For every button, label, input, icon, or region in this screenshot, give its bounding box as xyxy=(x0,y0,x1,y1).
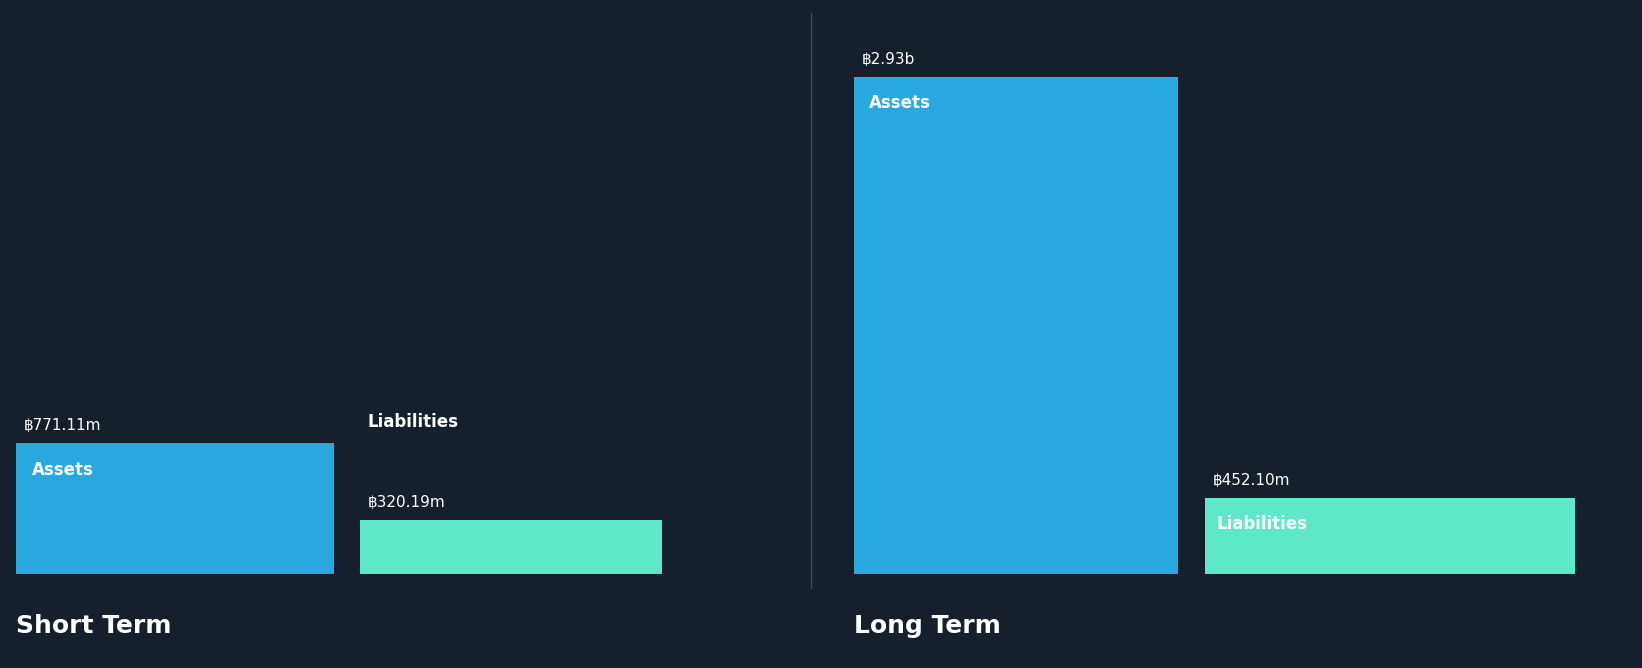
Text: ฿452.10m: ฿452.10m xyxy=(1213,473,1291,488)
Bar xyxy=(16,444,333,574)
Bar xyxy=(360,520,662,574)
Text: Liabilities: Liabilities xyxy=(1217,515,1307,533)
Bar xyxy=(854,77,1177,574)
Text: ฿2.93b: ฿2.93b xyxy=(862,51,915,67)
Text: Long Term: Long Term xyxy=(854,615,1000,639)
Text: Short Term: Short Term xyxy=(16,615,172,639)
Text: ฿771.11m: ฿771.11m xyxy=(25,418,102,434)
Text: Assets: Assets xyxy=(869,94,931,112)
Bar xyxy=(1205,498,1575,574)
Text: Liabilities: Liabilities xyxy=(368,413,458,431)
Text: Assets: Assets xyxy=(31,461,94,479)
Text: ฿320.19m: ฿320.19m xyxy=(368,495,445,510)
